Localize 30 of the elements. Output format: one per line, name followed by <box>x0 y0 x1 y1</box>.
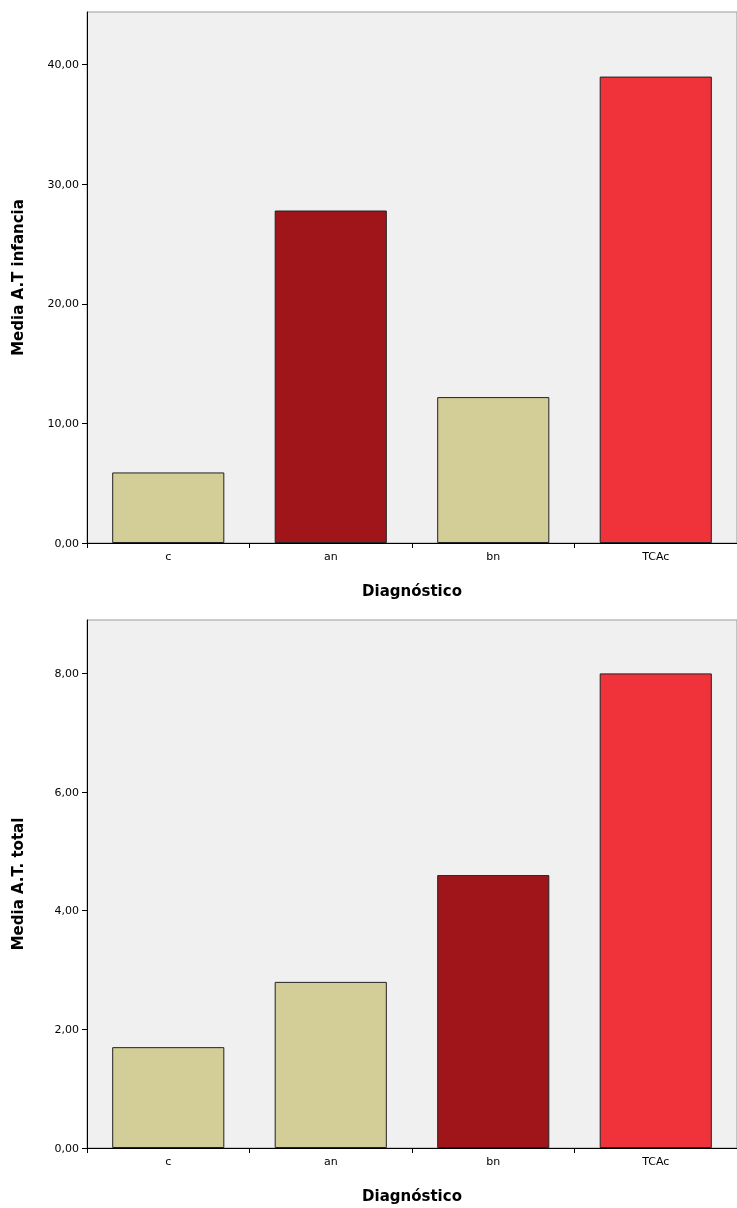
bar <box>274 981 387 1148</box>
x-tick-label: an <box>323 550 338 563</box>
y-tick-label: 40,00 <box>47 58 79 72</box>
x-tick-label: an <box>323 1155 338 1168</box>
y-tick-label: 2,00 <box>54 1022 79 1036</box>
y-axis-title: Media A.T infancia <box>8 199 27 356</box>
x-tick-label: TCAc <box>641 550 670 563</box>
bar <box>599 76 712 543</box>
x-axis-title: Diagnóstico <box>362 1186 462 1205</box>
y-tick-label: 30,00 <box>47 177 79 191</box>
bar <box>112 472 225 543</box>
y-tick-label: 10,00 <box>47 416 79 430</box>
y-tick-label: 20,00 <box>47 297 79 311</box>
y-tick-label: 6,00 <box>54 785 79 799</box>
x-axis-title: Diagnóstico <box>362 581 462 600</box>
y-tick-label: 0,00 <box>54 1141 79 1155</box>
y-tick-label: 8,00 <box>54 666 79 680</box>
bar <box>112 1047 225 1148</box>
x-tick-label: bn <box>486 1155 501 1168</box>
y-axis-title: Media A.T. total <box>8 817 27 951</box>
bar <box>437 875 550 1148</box>
x-tick-label: bn <box>486 550 501 563</box>
x-tick-label: c <box>165 550 172 563</box>
bar <box>274 210 387 543</box>
x-tick-label: TCAc <box>641 1155 670 1168</box>
y-tick-label: 0,00 <box>54 536 79 550</box>
x-tick-label: c <box>165 1155 172 1168</box>
bar <box>437 397 550 543</box>
y-tick-label: 4,00 <box>54 904 79 918</box>
bar <box>599 673 712 1148</box>
